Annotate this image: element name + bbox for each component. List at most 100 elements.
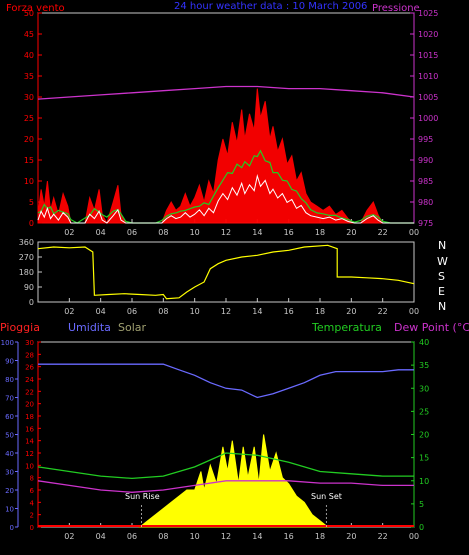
wind-average-series [37,149,414,224]
humidity-y-tick-label: 40 [5,450,14,458]
direction-y-tick-label: 270 [19,253,34,262]
weather-x-tick-label: 04 [96,532,106,541]
wind-axis-label: Forza vento [6,3,65,14]
pressure-y-tick-label: 1010 [418,72,438,81]
pressure-y-tick-label: 985 [418,177,433,186]
humidity-y-tick-label: 50 [5,432,14,440]
rain-y-tick-label: 16 [25,425,34,433]
weather-x-tick-label: 16 [284,532,294,541]
pressure-y-tick-label: 1015 [418,51,438,60]
weather-x-tick-label: 14 [252,532,262,541]
pressure-y-tick-label: 1005 [418,93,438,102]
temperature-series [37,452,414,480]
weather-x-tick-label: 18 [315,532,325,541]
direction-x-tick-label: 06 [127,307,137,316]
rain-y-tick-label: 30 [25,339,34,347]
pressure-y-tick-label: 995 [418,135,433,144]
rain-y-tick-label: 20 [25,401,34,409]
direction-x-tick-label: 00 [409,307,419,316]
direction-x-tick-label: 08 [158,307,168,316]
direction-x-tick-label: 02 [64,307,74,316]
pressure-y-tick-label: 990 [418,156,433,165]
wind-y-tick-label: 35 [24,72,34,81]
humidity-y-tick-label: 30 [5,469,14,477]
wind-x-tick-label: 04 [96,228,106,237]
temperature-y-tick-label: 30 [419,384,429,393]
solar-axis-label: Solar [118,321,147,334]
weather-x-tick-label: 22 [378,532,388,541]
pressure-y-tick-label: 1020 [418,30,438,39]
rain-y-tick-label: 6 [30,487,35,495]
compass-n-top: N [438,239,446,252]
pressure-axis-label: Pressione [372,3,420,14]
wind-y-tick-label: 45 [24,30,34,39]
wind-y-tick-label: 25 [24,114,34,123]
wind-x-tick-label: 22 [378,228,388,237]
rain-y-tick-label: 8 [30,475,34,483]
temperature-y-tick-label: 0 [419,523,424,532]
temperature-y-tick-label: 25 [419,407,429,416]
humidity-y-tick-label: 20 [5,487,14,495]
humidity-y-tick-label: 10 [5,506,14,514]
compass-e: E [438,285,445,298]
wind-y-tick-label: 20 [24,135,34,144]
sunrise-label: Sun Rise [125,492,160,501]
rain-y-tick-label: 2 [30,512,34,520]
temperature-y-tick-label: 10 [419,477,429,486]
direction-y-tick-label: 90 [24,283,34,292]
temperature-y-tick-label: 5 [419,500,424,509]
wind-y-tick-label: 30 [24,93,34,102]
wind-x-tick-label: 14 [252,228,262,237]
direction-x-tick-label: 10 [190,307,200,316]
sunset-label: Sun Set [311,492,342,501]
humidity-series [38,363,414,399]
direction-x-tick-label: 16 [284,307,294,316]
pressure-y-tick-label: 1000 [418,114,438,123]
rain-y-tick-label: 22 [25,388,34,396]
compass-w: W [437,255,448,268]
pressure-y-tick-label: 980 [418,198,433,207]
humidity-y-tick-label: 70 [5,395,14,403]
direction-x-tick-label: 14 [252,307,262,316]
wind-direction-series [37,244,415,300]
wind-y-tick-label: 5 [29,198,34,207]
humidity-y-tick-label: 80 [5,376,14,384]
weather-x-tick-label: 10 [190,532,200,541]
direction-y-tick-label: 180 [19,268,34,277]
humidity-y-tick-label: 90 [5,358,14,366]
rain-y-tick-label: 12 [25,450,34,458]
compass-s: S [438,270,445,283]
direction-x-tick-label: 22 [378,307,388,316]
wind-low-series [37,174,414,224]
weather-x-tick-label: 02 [64,532,74,541]
wind-y-tick-label: 0 [29,219,34,228]
rain-y-tick-label: 10 [25,462,34,470]
wind-speed-series [37,88,414,225]
direction-x-tick-label: 20 [346,307,356,316]
rain-axis-label: Pioggia [0,321,40,334]
humidity-y-tick-label: 100 [1,339,14,347]
weather-x-tick-label: 08 [158,532,168,541]
pressure-series [37,85,415,100]
wind-x-tick-label: 20 [346,228,356,237]
rain-y-tick-label: 14 [25,438,34,446]
temperature-y-tick-label: 35 [419,361,429,370]
wind-y-tick-label: 50 [24,9,34,18]
direction-y-tick-label: 360 [19,238,34,247]
direction-x-tick-label: 04 [96,307,106,316]
humidity-axis-label: Umidita [68,321,111,334]
rain-y-tick-label: 26 [25,364,34,372]
wind-x-tick-label: 10 [190,228,200,237]
dew-point-axis-label: Dew Point (°C) [394,321,469,334]
compass-n-bottom: N [438,300,446,313]
rain-y-tick-label: 28 [25,351,34,359]
rain-y-tick-label: 18 [25,413,34,421]
wind-y-tick-label: 15 [24,156,34,165]
pressure-y-tick-label: 975 [418,219,433,228]
wind-x-tick-label: 02 [64,228,74,237]
chart-title: 24 hour weather data : 10 March 2006 [174,1,367,12]
wind-x-tick-label: 18 [315,228,325,237]
humidity-y-tick-label: 0 [10,524,14,532]
weather-x-tick-label: 20 [346,532,356,541]
